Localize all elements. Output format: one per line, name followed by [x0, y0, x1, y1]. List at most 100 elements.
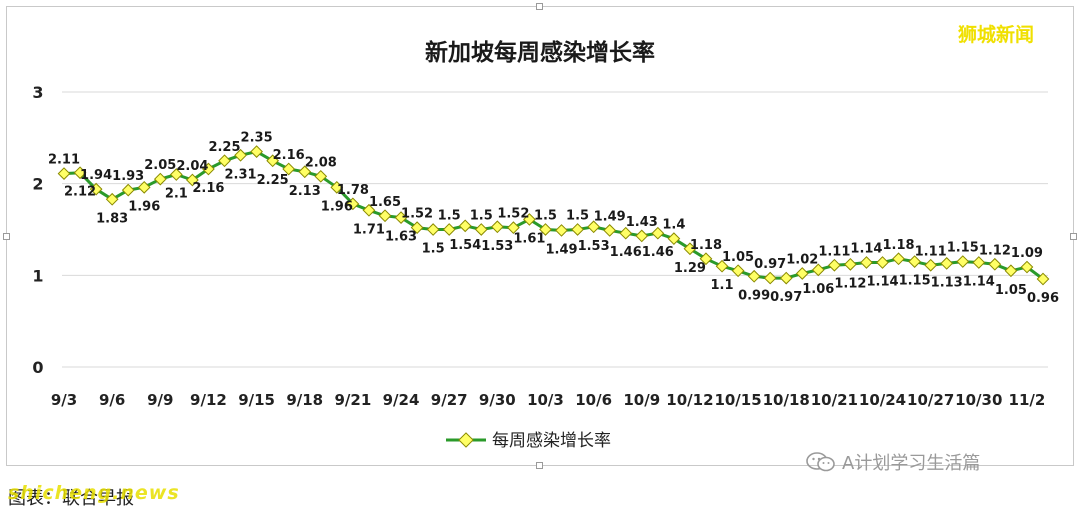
- data-label: 1.14: [963, 275, 995, 290]
- data-point: [635, 229, 649, 243]
- data-label: 1.49: [594, 209, 626, 224]
- data-label: 2.35: [241, 131, 273, 146]
- data-label: 1.29: [674, 261, 706, 276]
- x-tick-label: 10/6: [575, 391, 612, 409]
- x-tick-label: 9/27: [431, 391, 468, 409]
- data-label: 1.94: [80, 168, 112, 183]
- x-tick-label: 10/30: [955, 391, 1002, 409]
- data-label: 1.1: [711, 278, 734, 293]
- data-point: [362, 203, 376, 217]
- data-label: 2.05: [144, 158, 176, 173]
- data-label: 1.49: [545, 242, 577, 257]
- x-tick-label: 9/21: [334, 391, 371, 409]
- data-point: [378, 209, 392, 223]
- x-tick-label: 9/18: [286, 391, 323, 409]
- data-point: [972, 256, 986, 269]
- data-point: [619, 226, 633, 240]
- data-point: [731, 264, 745, 278]
- data-point: [298, 165, 312, 179]
- watermark-text: 狮城新闻: [958, 24, 1035, 46]
- data-label: 2.16: [273, 148, 305, 163]
- x-tick-label: 10/27: [907, 391, 954, 409]
- data-label: 1.52: [401, 207, 433, 222]
- data-label: 1.61: [513, 231, 545, 246]
- data-label: 2.08: [305, 155, 337, 170]
- x-tick-label: 10/18: [763, 391, 810, 409]
- chart-title: 新加坡每周感染增长率: [425, 39, 655, 66]
- data-label: 1.14: [850, 242, 882, 257]
- data-labels: 2.112.121.941.831.931.962.052.12.042.162…: [48, 131, 1059, 306]
- x-tick-label: 10/24: [859, 391, 906, 409]
- data-label: 1.05: [995, 283, 1027, 298]
- data-label: 1.5: [422, 242, 445, 257]
- data-point: [250, 145, 263, 158]
- data-label: 2.31: [225, 167, 257, 182]
- data-label: 1.12: [834, 276, 866, 291]
- data-label: 2.12: [64, 185, 96, 200]
- data-point: [908, 255, 921, 268]
- x-tick-label: 9/15: [238, 391, 275, 409]
- data-label: 2.1: [165, 187, 188, 202]
- x-tick-label: 11/2: [1009, 391, 1046, 409]
- data-point: [1020, 260, 1034, 274]
- resize-handle-right[interactable]: [1070, 233, 1077, 240]
- data-label: 1.12: [979, 243, 1011, 258]
- y-tick-label: 0: [32, 358, 43, 377]
- data-label: 1.4: [662, 218, 685, 233]
- data-label: 1.5: [566, 209, 589, 224]
- grid-lines: [62, 91, 1048, 368]
- data-label: 2.25: [257, 173, 289, 188]
- data-point: [218, 154, 231, 168]
- series-layer: [57, 145, 1050, 286]
- data-point: [330, 180, 344, 194]
- data-point: [747, 269, 761, 283]
- data-label: 2.25: [208, 140, 240, 155]
- x-tick-label: 9/12: [190, 391, 227, 409]
- legend: 每周感染增长率: [446, 431, 611, 451]
- data-label: 2.11: [48, 153, 80, 168]
- data-label: 1.18: [883, 238, 915, 253]
- data-label: 1.11: [818, 244, 850, 259]
- resize-handle-left[interactable]: [3, 233, 10, 240]
- data-label: 1.05: [722, 250, 754, 265]
- resize-handle-top[interactable]: [536, 3, 543, 10]
- data-label: 2.16: [192, 181, 224, 196]
- data-label: 1.93: [112, 169, 144, 184]
- x-tick-label: 9/30: [479, 391, 516, 409]
- data-label: 1.52: [497, 207, 529, 222]
- data-point: [57, 167, 71, 180]
- data-point: [346, 197, 360, 211]
- data-label: 1.96: [128, 199, 160, 214]
- resize-handle-bottom[interactable]: [536, 462, 543, 469]
- data-point: [763, 271, 777, 285]
- x-tick-label: 9/24: [383, 391, 420, 409]
- data-point: [828, 258, 841, 272]
- data-label: 1.11: [915, 244, 947, 259]
- data-point: [555, 224, 568, 237]
- data-point: [202, 162, 215, 176]
- wechat-account-label: A计划学习生活篇: [842, 453, 981, 474]
- x-tick-label: 10/3: [527, 391, 564, 409]
- data-label: 1.5: [534, 209, 557, 224]
- data-label: 2.13: [289, 184, 321, 199]
- data-label: 1.65: [369, 195, 401, 210]
- data-point: [169, 168, 183, 181]
- data-point: [571, 223, 584, 236]
- data-point: [523, 213, 536, 226]
- data-point: [442, 223, 456, 236]
- data-point: [683, 242, 697, 256]
- data-point: [779, 271, 793, 285]
- chart-frame: [3, 3, 1077, 469]
- y-axis-ticks: 0 1 2 3: [32, 83, 43, 377]
- data-label: 1.63: [385, 230, 417, 245]
- legend-marker-swatch: [458, 432, 474, 448]
- wechat-icon: [806, 452, 835, 472]
- x-tick-label: 10/15: [714, 391, 761, 409]
- data-label: 0.97: [754, 257, 786, 272]
- source-caption: 图表：联合早报: [8, 488, 134, 509]
- data-label: 1.71: [353, 222, 385, 237]
- data-label: 0.99: [738, 288, 770, 303]
- x-tick-label: 10/21: [811, 391, 858, 409]
- data-point: [458, 219, 472, 233]
- line-chart: 新加坡每周感染增长率 0 1 2 3 9/3 9/6 9/9 9/12 9/15 9/18 9/2…: [32, 39, 1059, 451]
